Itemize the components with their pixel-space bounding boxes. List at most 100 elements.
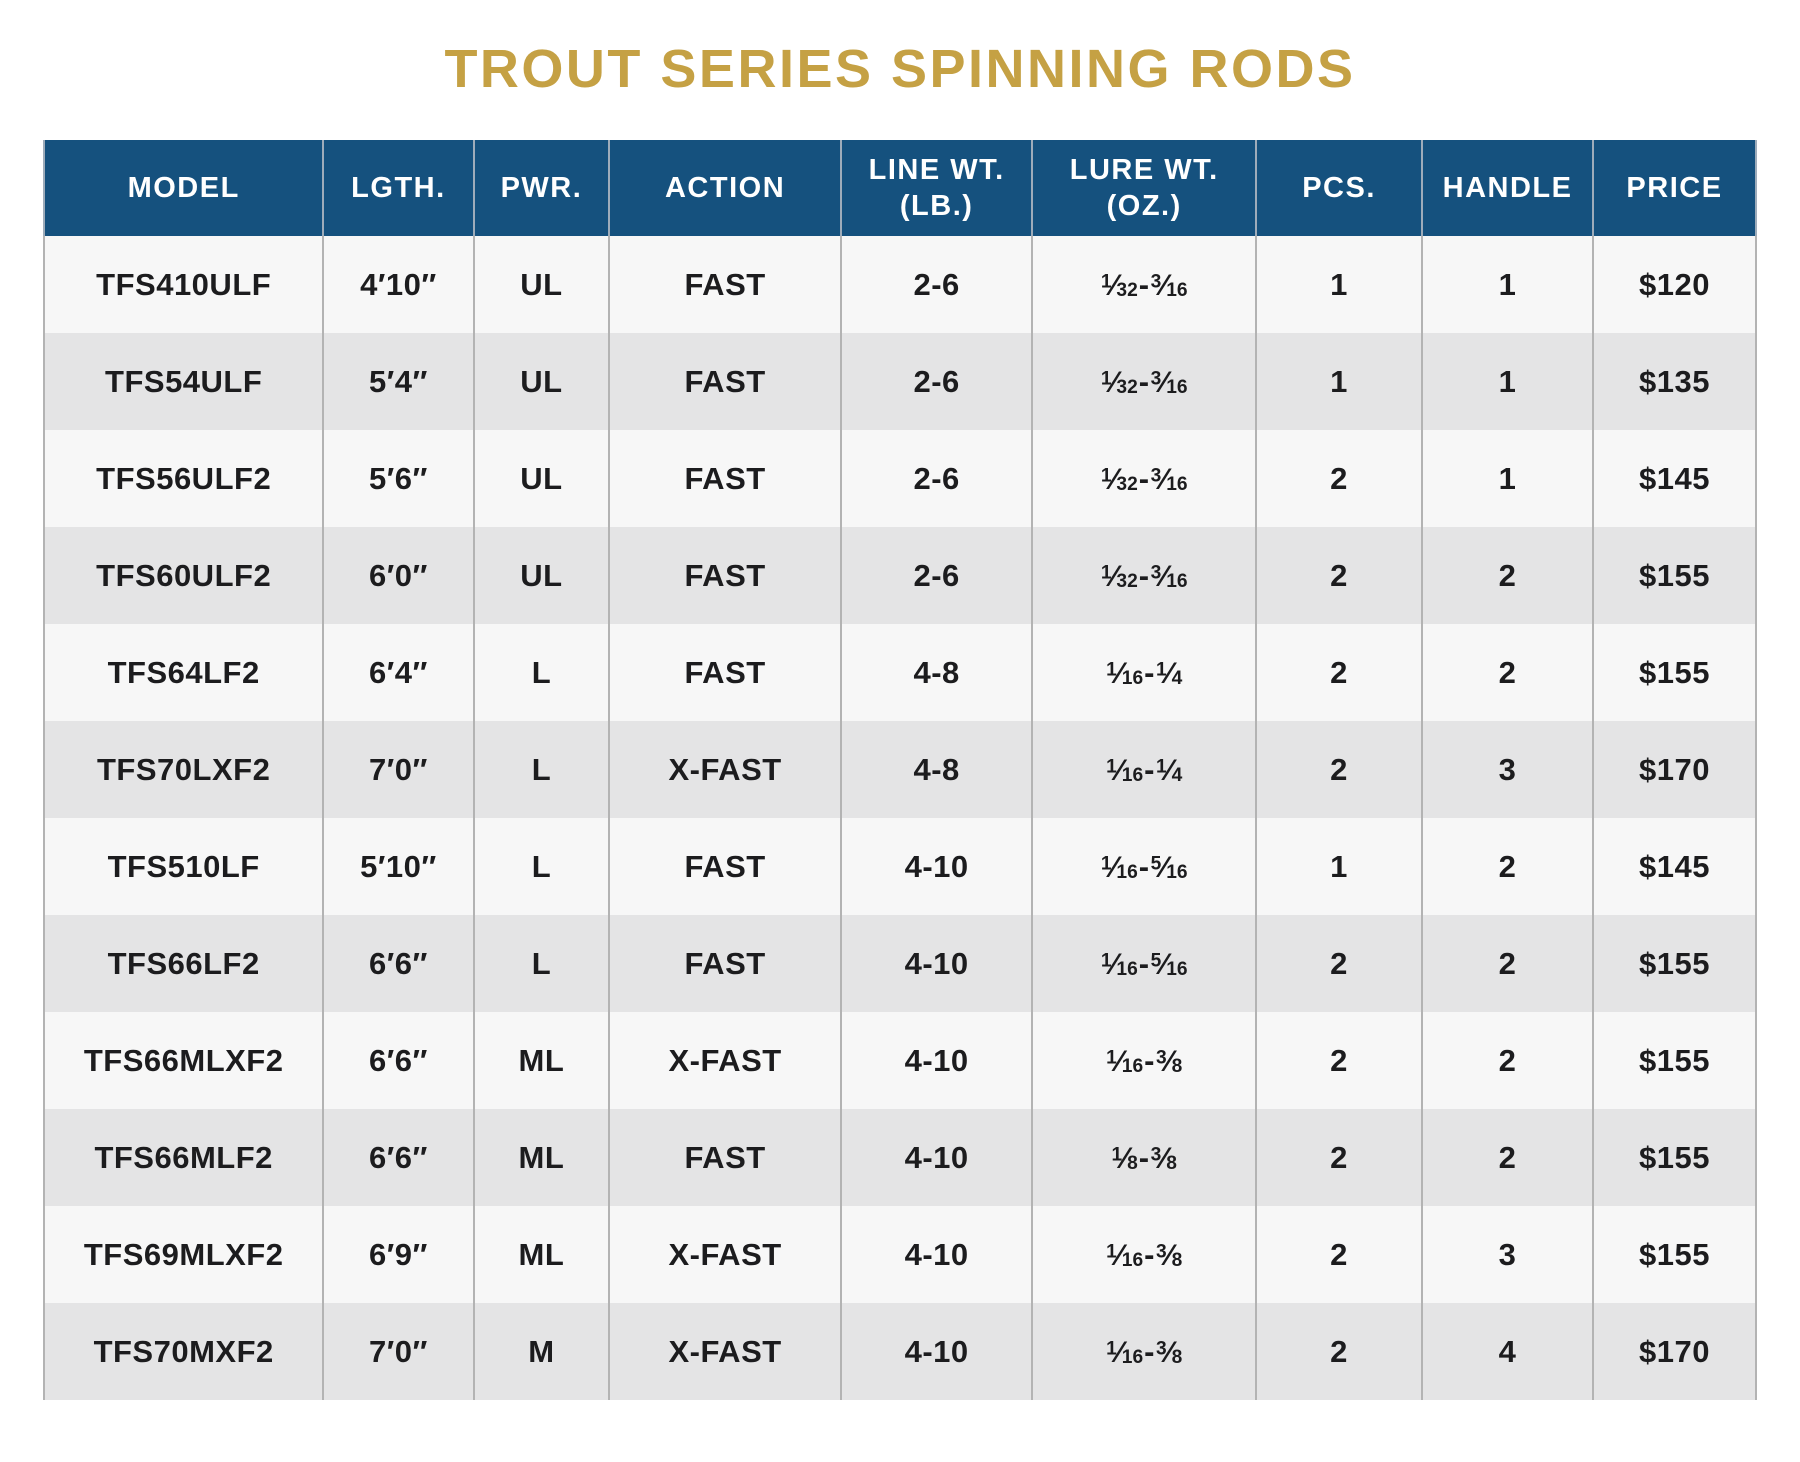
- fraction: 1⁄16: [1106, 1238, 1144, 1272]
- cell-handle: 2: [1421, 624, 1594, 721]
- cell-action: FAST: [608, 1109, 842, 1206]
- cell-action: FAST: [608, 527, 842, 624]
- range-dash: -: [1144, 654, 1155, 690]
- cell-lure_wt: 1⁄32-3⁄16: [1031, 527, 1257, 624]
- table-row: TFS60ULF2 6′0″ UL FAST 2-6 1⁄32-3⁄16 2 2 $155: [42, 527, 1757, 624]
- cell-handle: 1: [1421, 333, 1594, 430]
- fraction: 3⁄8: [1155, 1044, 1183, 1078]
- cell-pcs: 2: [1254, 624, 1424, 721]
- table-row: TFS66LF2 6′6″ L FAST 4-10 1⁄16-5⁄16 2 2 $155: [42, 915, 1757, 1012]
- cell-length: 5′4″: [322, 333, 475, 430]
- cell-model: TFS54ULF: [42, 333, 325, 430]
- cell-length: 6′0″: [322, 527, 475, 624]
- cell-lure_wt: 1⁄16-3⁄8: [1031, 1012, 1257, 1109]
- fraction: 3⁄16: [1150, 365, 1188, 399]
- range-dash: -: [1138, 266, 1150, 302]
- cell-action: FAST: [608, 818, 842, 915]
- cell-pcs: 2: [1254, 1206, 1424, 1303]
- range-dash: -: [1138, 557, 1150, 593]
- cell-price: $155: [1592, 1012, 1757, 1109]
- cell-line_wt: 4-10: [839, 818, 1034, 915]
- cell-model: TFS70MXF2: [42, 1303, 325, 1400]
- range-dash: -: [1138, 848, 1150, 884]
- fraction: 5⁄16: [1150, 947, 1188, 981]
- cell-model: TFS510LF: [42, 818, 325, 915]
- fraction: 1⁄4: [1155, 753, 1183, 787]
- table-row: TFS66MLXF2 6′6″ ML X-FAST 4-10 1⁄16-3⁄8 2 2 $155: [42, 1012, 1757, 1109]
- cell-price: $155: [1592, 915, 1757, 1012]
- table-row: TFS54ULF 5′4″ UL FAST 2-6 1⁄32-3⁄16 1 1 $135: [42, 333, 1757, 430]
- table-body: TFS410ULF 4′10″ UL FAST 2-6 1⁄32-3⁄16 1 1 $120 TF…: [42, 236, 1757, 1400]
- cell-lure_wt: 1⁄16-3⁄8: [1031, 1206, 1257, 1303]
- range-dash: -: [1138, 363, 1150, 399]
- cell-action: FAST: [608, 236, 842, 333]
- fraction: 3⁄16: [1150, 268, 1188, 302]
- cell-action: FAST: [608, 333, 842, 430]
- cell-line_wt: 4-10: [839, 915, 1034, 1012]
- cell-handle: 1: [1421, 236, 1594, 333]
- cell-action: X-FAST: [608, 1303, 842, 1400]
- cell-price: $145: [1592, 818, 1757, 915]
- cell-length: 4′10″: [322, 236, 475, 333]
- range-dash: -: [1138, 1139, 1150, 1175]
- fraction: 1⁄32: [1100, 559, 1138, 593]
- table-row: TFS70LXF2 7′0″ L X-FAST 4-8 1⁄16-1⁄4 2 3 $170: [42, 721, 1757, 818]
- cell-model: TFS69MLXF2: [42, 1206, 325, 1303]
- cell-line_wt: 2-6: [839, 527, 1034, 624]
- cell-lure_wt: 1⁄16-5⁄16: [1031, 818, 1257, 915]
- cell-power: UL: [472, 333, 611, 430]
- cell-power: L: [472, 818, 611, 915]
- cell-power: ML: [472, 1012, 611, 1109]
- cell-lure_wt: 1⁄8-3⁄8: [1031, 1109, 1257, 1206]
- cell-line_wt: 4-10: [839, 1303, 1034, 1400]
- cell-line_wt: 4-10: [839, 1012, 1034, 1109]
- page-title: TROUT SERIES SPINNING RODS: [444, 39, 1356, 99]
- table-row: TFS70MXF2 7′0″ M X-FAST 4-10 1⁄16-3⁄8 2 4 $170: [42, 1303, 1757, 1400]
- column-header-power: PWR.: [472, 140, 611, 236]
- range-dash: -: [1144, 1236, 1155, 1272]
- column-header-price: PRICE: [1592, 140, 1757, 236]
- cell-pcs: 2: [1254, 430, 1424, 527]
- column-header-length: LGTH.: [322, 140, 475, 236]
- cell-pcs: 1: [1254, 333, 1424, 430]
- range-dash: -: [1144, 1333, 1155, 1369]
- fraction: 1⁄16: [1100, 947, 1138, 981]
- cell-handle: 4: [1421, 1303, 1594, 1400]
- column-header-line_wt: LINE WT. (LB.): [839, 140, 1034, 236]
- cell-line_wt: 2-6: [839, 236, 1034, 333]
- cell-price: $120: [1592, 236, 1757, 333]
- fraction: 1⁄32: [1100, 462, 1138, 496]
- fraction: 1⁄16: [1100, 850, 1138, 884]
- cell-action: FAST: [608, 624, 842, 721]
- column-header-model: MODEL: [42, 140, 325, 236]
- fraction: 1⁄4: [1155, 656, 1183, 690]
- cell-length: 5′6″: [322, 430, 475, 527]
- cell-power: UL: [472, 236, 611, 333]
- cell-line_wt: 4-10: [839, 1206, 1034, 1303]
- fraction: 3⁄8: [1150, 1141, 1177, 1175]
- cell-power: UL: [472, 527, 611, 624]
- cell-handle: 2: [1421, 1109, 1594, 1206]
- cell-handle: 2: [1421, 818, 1594, 915]
- spec-table: MODEL LGTH. PWR. ACTION LINE WT. (LB.) LURE WT…: [42, 140, 1757, 1400]
- fraction: 3⁄8: [1155, 1335, 1183, 1369]
- cell-model: TFS64LF2: [42, 624, 325, 721]
- cell-pcs: 2: [1254, 1303, 1424, 1400]
- cell-length: 5′10″: [322, 818, 475, 915]
- column-header-action: ACTION: [608, 140, 842, 236]
- fraction: 5⁄16: [1150, 850, 1188, 884]
- cell-action: X-FAST: [608, 1206, 842, 1303]
- cell-price: $155: [1592, 1206, 1757, 1303]
- cell-action: FAST: [608, 430, 842, 527]
- cell-line_wt: 2-6: [839, 333, 1034, 430]
- column-header-pcs: PCS.: [1254, 140, 1424, 236]
- column-header-handle: HANDLE: [1421, 140, 1594, 236]
- table-row: TFS64LF2 6′4″ L FAST 4-8 1⁄16-1⁄4 2 2 $155: [42, 624, 1757, 721]
- cell-model: TFS56ULF2: [42, 430, 325, 527]
- cell-line_wt: 4-8: [839, 721, 1034, 818]
- cell-power: L: [472, 624, 611, 721]
- cell-length: 6′4″: [322, 624, 475, 721]
- fraction: 3⁄16: [1150, 559, 1188, 593]
- cell-power: ML: [472, 1206, 611, 1303]
- range-dash: -: [1144, 1042, 1155, 1078]
